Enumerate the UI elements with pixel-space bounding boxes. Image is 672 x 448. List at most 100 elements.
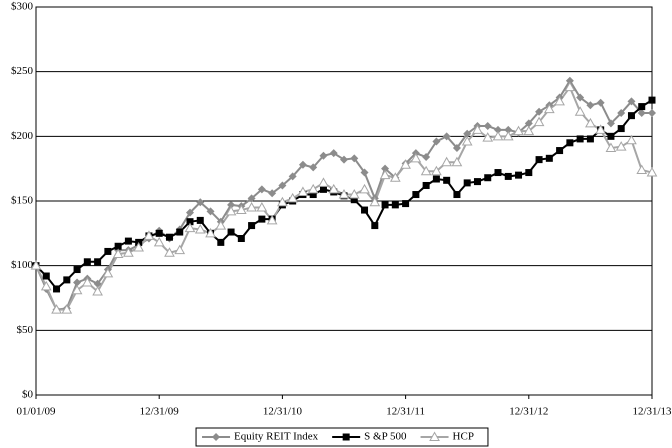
- marker: [92, 286, 103, 296]
- marker: [452, 143, 461, 152]
- marker: [422, 181, 430, 189]
- marker: [422, 153, 431, 162]
- marker: [278, 181, 287, 190]
- marker: [328, 183, 340, 194]
- marker: [636, 164, 648, 174]
- x-tick-label: 12/31/10: [263, 406, 303, 418]
- marker: [112, 248, 124, 259]
- marker: [124, 237, 132, 245]
- marker: [463, 179, 471, 187]
- marker: [504, 172, 512, 180]
- marker: [492, 130, 504, 141]
- marker: [472, 124, 483, 134]
- legend: Equity REIT Index S &P 500 HCP: [195, 427, 489, 447]
- marker: [93, 279, 102, 288]
- marker: [73, 278, 82, 287]
- marker: [350, 196, 358, 204]
- marker: [605, 142, 617, 152]
- marker: [371, 222, 379, 230]
- marker: [484, 174, 492, 182]
- marker: [340, 155, 348, 164]
- y-tick-label: $50: [17, 324, 34, 336]
- marker: [288, 172, 297, 181]
- marker: [615, 141, 627, 151]
- marker: [329, 149, 338, 158]
- y-tick-label: $0: [22, 389, 34, 401]
- marker: [586, 135, 594, 143]
- marker: [596, 98, 605, 107]
- marker: [576, 93, 585, 102]
- marker: [442, 132, 451, 141]
- marker: [205, 227, 216, 238]
- marker: [389, 172, 401, 182]
- marker: [217, 238, 225, 246]
- marker: [318, 177, 329, 187]
- marker: [30, 260, 42, 270]
- marker: [309, 163, 318, 172]
- marker: [595, 124, 607, 134]
- marker: [268, 189, 277, 198]
- marker: [53, 285, 61, 293]
- marker: [451, 156, 463, 167]
- marker: [627, 97, 636, 106]
- marker: [543, 103, 555, 114]
- marker: [83, 258, 91, 266]
- marker: [350, 154, 359, 163]
- marker: [494, 125, 502, 134]
- marker: [258, 215, 266, 223]
- marker: [369, 196, 381, 207]
- marker: [431, 165, 442, 176]
- marker: [81, 276, 93, 287]
- marker: [646, 167, 658, 177]
- marker: [523, 125, 535, 136]
- marker: [309, 191, 317, 199]
- marker: [432, 137, 441, 146]
- marker: [381, 201, 389, 209]
- marker: [359, 183, 370, 194]
- marker: [194, 223, 206, 234]
- marker: [429, 431, 440, 441]
- marker: [287, 192, 299, 203]
- marker: [319, 185, 327, 193]
- marker: [186, 208, 194, 217]
- x-tick-label: 12/31/13: [632, 406, 672, 418]
- marker: [257, 185, 266, 194]
- marker: [637, 109, 646, 118]
- marker: [566, 139, 574, 147]
- marker: [627, 112, 635, 120]
- marker: [73, 266, 81, 274]
- marker: [246, 201, 257, 212]
- marker: [483, 121, 492, 130]
- marker: [237, 235, 245, 243]
- y-tick-label: $300: [11, 1, 34, 13]
- marker: [420, 165, 432, 176]
- marker: [297, 186, 309, 196]
- marker: [123, 247, 134, 257]
- marker: [556, 147, 564, 155]
- marker: [51, 304, 62, 314]
- legend-item: S &P 500: [332, 431, 407, 443]
- marker: [184, 222, 196, 233]
- marker: [432, 175, 440, 183]
- legend-item: Equity REIT Index: [202, 431, 319, 443]
- marker: [585, 117, 596, 128]
- marker: [63, 276, 71, 284]
- legend-item: HCP: [420, 431, 474, 443]
- marker: [155, 229, 163, 237]
- marker: [196, 198, 205, 207]
- marker: [606, 119, 615, 128]
- marker: [342, 433, 350, 441]
- marker: [565, 76, 574, 85]
- marker: [586, 101, 595, 110]
- marker: [225, 205, 237, 216]
- marker: [114, 242, 122, 250]
- marker: [576, 135, 584, 143]
- marker: [348, 189, 360, 199]
- marker: [502, 130, 514, 141]
- marker: [535, 107, 544, 116]
- marker: [626, 134, 637, 145]
- marker: [235, 204, 247, 215]
- marker: [513, 125, 524, 136]
- marker: [648, 109, 656, 118]
- marker: [545, 154, 553, 162]
